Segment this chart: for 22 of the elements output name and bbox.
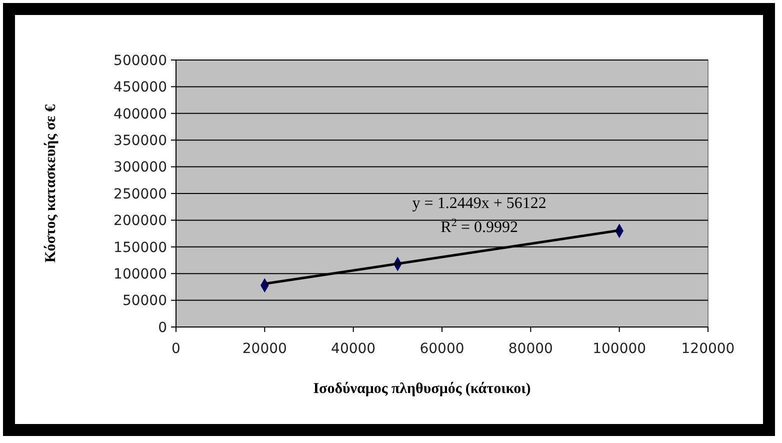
y-axis-title: Κόστος κατασκευής σε €	[43, 104, 59, 263]
y-tick-label: 400000	[114, 106, 167, 122]
y-tick-label: 100000	[114, 266, 167, 282]
y-tick-label: 350000	[114, 133, 167, 149]
x-tick-label: 20000	[242, 341, 287, 357]
y-tick-label: 250000	[114, 186, 167, 202]
x-axis-title: Ισοδύναμος πληθυσμός (κάτοικοι)	[313, 381, 531, 397]
x-tick-label: 40000	[331, 341, 376, 357]
x-tick-label: 60000	[420, 341, 464, 357]
x-tick-label: 120000	[681, 341, 735, 357]
y-tick-label: 500000	[114, 52, 167, 69]
y-tick-label: 50000	[122, 293, 167, 310]
x-tick-label: 100000	[592, 341, 646, 357]
y-tick-label: 200000	[114, 213, 167, 230]
x-tick-label: 80000	[508, 341, 553, 357]
annotation: R$^{2}$ = 0.9992	[440, 216, 518, 236]
annotation: y = 1.2449x + 56122	[412, 194, 546, 212]
y-tick-label: 450000	[114, 80, 167, 96]
y-tick-label: 150000	[114, 240, 167, 256]
y-tick-label: 300000	[114, 160, 167, 176]
x-tick-label: 0	[172, 341, 180, 357]
y-tick-label: 0	[158, 320, 167, 336]
